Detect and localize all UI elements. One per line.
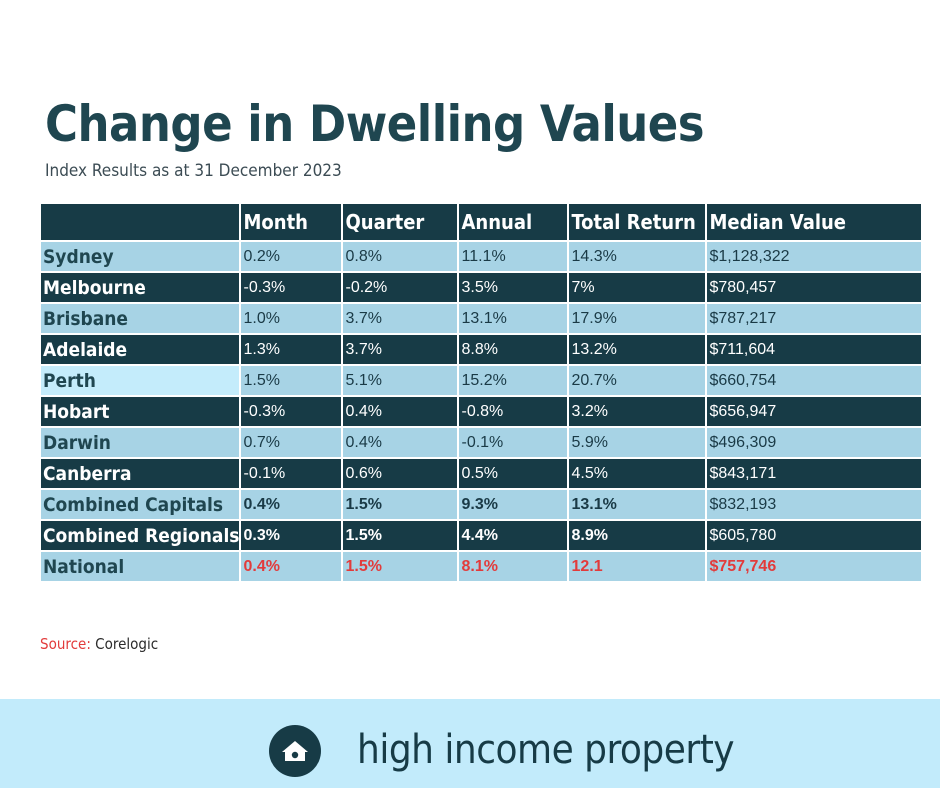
source-value: Corelogic [95,635,159,653]
month-cell: -0.3% [239,395,344,428]
month-cell: -0.3% [239,271,344,304]
annual-cell: 4.4% [457,519,570,552]
annual-cell: 11.1% [457,240,570,273]
annual-cell: 15.2% [457,364,570,397]
table-row-combined-capitals: Combined Capitals 0.4% 1.5% 9.3% 13.1% $… [38,488,924,521]
median-value-cell: $496,309 [705,426,924,459]
table-header-row: Month Quarter Annual Total Return Median… [38,202,924,242]
month-cell: 0.4% [239,550,344,583]
table-row-melbourne: Melbourne -0.3% -0.2% 3.5% 7% $780,457 [38,271,924,304]
month-cell: -0.1% [239,457,344,490]
column-header-median-value: Median Value [705,202,924,242]
footer-banner: high income property [0,699,940,788]
median-value-cell: $660,754 [705,364,924,397]
column-header-month: Month [239,202,344,242]
total-return-cell: 5.9% [567,426,708,459]
total-return-cell: 20.7% [567,364,708,397]
total-return-cell: 3.2% [567,395,708,428]
median-value-cell: $787,217 [705,302,924,335]
column-header-annual: Annual [457,202,570,242]
median-value-cell: $656,947 [705,395,924,428]
quarter-cell: 0.8% [341,240,460,273]
quarter-cell: 3.7% [341,333,460,366]
source-label: Source: [40,635,91,653]
row-label: Combined Capitals [38,488,242,521]
quarter-cell: 1.5% [341,550,460,583]
table-row-national: National 0.4% 1.5% 8.1% 12.1 $757,746 [38,550,924,583]
quarter-cell: 0.6% [341,457,460,490]
median-value-cell: $843,171 [705,457,924,490]
median-value-cell: $605,780 [705,519,924,552]
quarter-cell: 5.1% [341,364,460,397]
row-label: Adelaide [38,333,242,366]
month-cell: 0.2% [239,240,344,273]
annual-cell: -0.1% [457,426,570,459]
total-return-cell: 7% [567,271,708,304]
annual-cell: 9.3% [457,488,570,521]
annual-cell: 3.5% [457,271,570,304]
quarter-cell: 0.4% [341,426,460,459]
median-value-cell: $711,604 [705,333,924,366]
row-label: Combined Regionals [38,519,242,552]
month-cell: 1.3% [239,333,344,366]
dwelling-values-table: Month Quarter Annual Total Return Median… [38,202,924,583]
annual-cell: 8.1% [457,550,570,583]
annual-cell: 13.1% [457,302,570,335]
table-row-perth: Perth 1.5% 5.1% 15.2% 20.7% $660,754 [38,364,924,397]
total-return-cell: 12.1 [567,550,708,583]
total-return-cell: 4.5% [567,457,708,490]
table-row-brisbane: Brisbane 1.0% 3.7% 13.1% 17.9% $787,217 [38,302,924,335]
total-return-cell: 13.1% [567,488,708,521]
page-title: Change in Dwelling Values [45,95,705,153]
total-return-cell: 17.9% [567,302,708,335]
month-cell: 1.0% [239,302,344,335]
annual-cell: 0.5% [457,457,570,490]
column-header-region [38,202,242,242]
quarter-cell: 1.5% [341,488,460,521]
table-row-darwin: Darwin 0.7% 0.4% -0.1% 5.9% $496,309 [38,426,924,459]
median-value-cell: $780,457 [705,271,924,304]
column-header-quarter: Quarter [341,202,460,242]
table-row-sydney: Sydney 0.2% 0.8% 11.1% 14.3% $1,128,322 [38,240,924,273]
median-value-cell: $1,128,322 [705,240,924,273]
month-cell: 0.3% [239,519,344,552]
table-row-combined-regionals: Combined Regionals 0.3% 1.5% 4.4% 8.9% $… [38,519,924,552]
month-cell: 1.5% [239,364,344,397]
row-label: Perth [38,364,242,397]
total-return-cell: 8.9% [567,519,708,552]
quarter-cell: -0.2% [341,271,460,304]
row-label: Brisbane [38,302,242,335]
annual-cell: 8.8% [457,333,570,366]
row-label: Melbourne [38,271,242,304]
column-header-total-return: Total Return [567,202,708,242]
total-return-cell: 13.2% [567,333,708,366]
table-row-canberra: Canberra -0.1% 0.6% 0.5% 4.5% $843,171 [38,457,924,490]
row-label: Canberra [38,457,242,490]
month-cell: 0.7% [239,426,344,459]
median-value-cell: $757,746 [705,550,924,583]
quarter-cell: 3.7% [341,302,460,335]
table-row-hobart: Hobart -0.3% 0.4% -0.8% 3.2% $656,947 [38,395,924,428]
quarter-cell: 1.5% [341,519,460,552]
row-label: Darwin [38,426,242,459]
page-subtitle: Index Results as at 31 December 2023 [45,161,342,181]
annual-cell: -0.8% [457,395,570,428]
median-value-cell: $832,193 [705,488,924,521]
table-row-adelaide: Adelaide 1.3% 3.7% 8.8% 13.2% $711,604 [38,333,924,366]
brand-name: high income property [357,727,735,773]
row-label: National [38,550,242,583]
house-icon [269,725,321,777]
quarter-cell: 0.4% [341,395,460,428]
total-return-cell: 14.3% [567,240,708,273]
source-note: Source: Corelogic [40,633,158,655]
row-label: Hobart [38,395,242,428]
month-cell: 0.4% [239,488,344,521]
row-label: Sydney [38,240,242,273]
